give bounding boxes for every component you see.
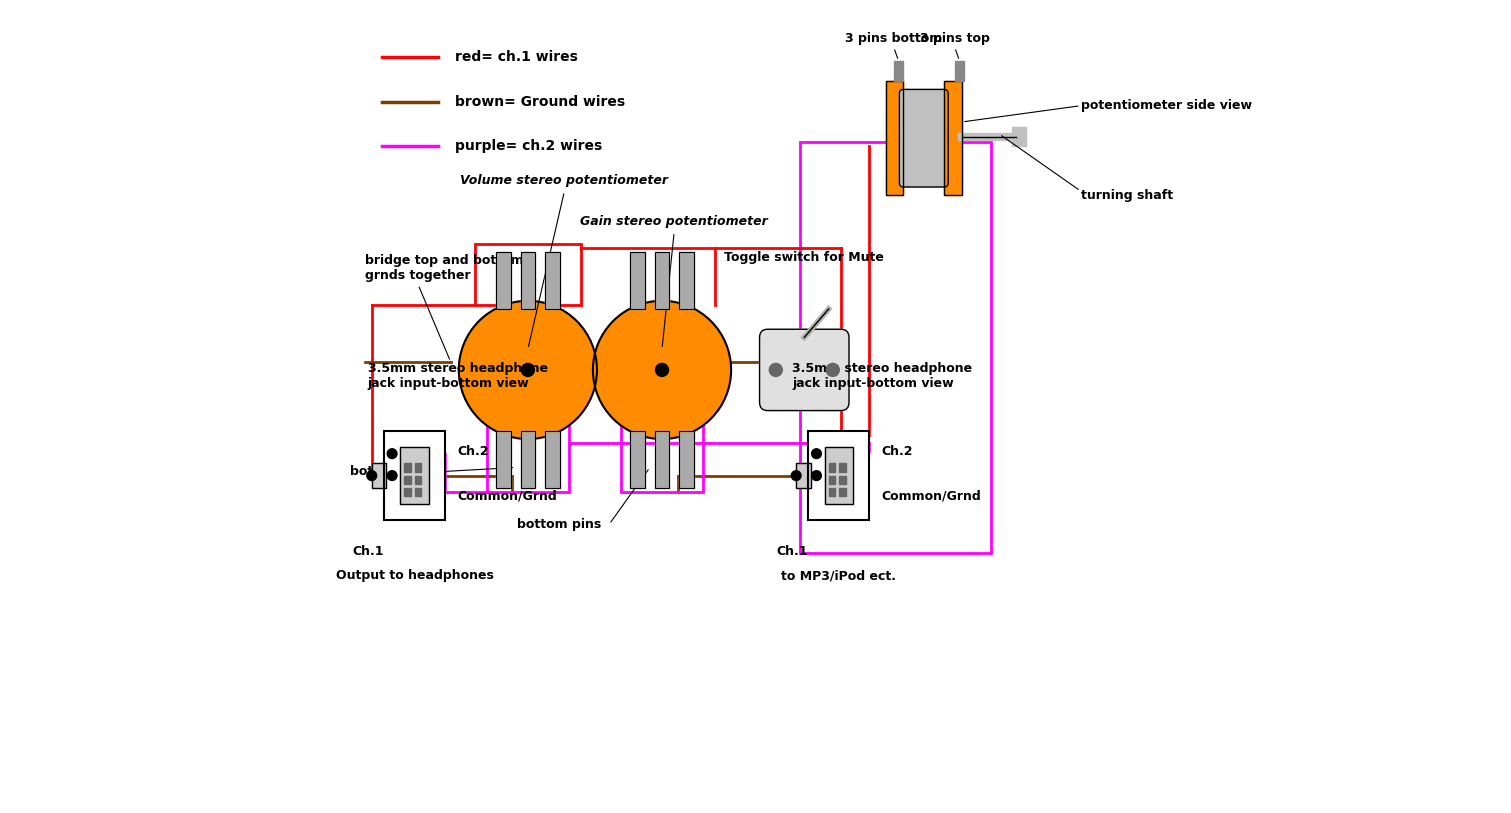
Circle shape [367,471,376,480]
Bar [630,431,645,488]
Circle shape [827,363,839,376]
FancyBboxPatch shape [899,89,949,187]
Bar [372,463,387,488]
Circle shape [811,471,822,480]
Text: 3.5mm stereo headphone
jack input-bottom view: 3.5mm stereo headphone jack input-bottom… [792,363,972,390]
Bar [678,252,694,309]
Circle shape [592,301,731,439]
Bar [521,252,535,309]
Bar [416,463,422,472]
Bar [885,81,904,195]
Text: red= ch.1 wires: red= ch.1 wires [455,50,577,64]
Bar [828,488,836,496]
Bar [405,488,411,496]
Bar [405,476,411,484]
Bar [416,476,422,484]
Bar [808,431,869,520]
Bar [801,142,991,553]
Text: 3 pins top: 3 pins top [920,32,990,45]
Circle shape [387,449,397,459]
Bar [372,463,387,488]
Text: bottom pins: bottom pins [351,465,434,478]
Bar [1011,127,1026,146]
Text: 3.5mm stereo headphone
jack input-bottom view: 3.5mm stereo headphone jack input-bottom… [367,363,548,390]
Bar [545,252,559,309]
Bar [796,463,811,488]
Bar [521,431,535,488]
Text: Volume stereo potentiometer: Volume stereo potentiometer [461,174,668,187]
Bar [678,431,694,488]
Bar [654,431,669,488]
Text: Gain stereo potentiometer: Gain stereo potentiometer [580,215,768,228]
Bar [839,488,846,496]
FancyBboxPatch shape [760,329,849,411]
Bar [796,463,811,488]
Circle shape [792,471,801,480]
Bar [496,252,511,309]
Bar [839,476,846,484]
Bar [678,252,694,309]
Circle shape [387,471,397,480]
Text: Toggle switch for Mute: Toggle switch for Mute [724,251,884,264]
Circle shape [656,363,668,376]
Text: to MP3/iPod ect.: to MP3/iPod ect. [781,569,896,582]
Bar [885,81,904,195]
Bar [893,61,904,81]
Text: Common/Grnd: Common/Grnd [458,489,558,502]
Bar [521,252,535,309]
Bar [654,252,669,309]
Text: turning shaft: turning shaft [1080,189,1173,202]
Bar [944,81,963,195]
Bar [825,447,854,504]
Bar [654,252,669,309]
Bar [808,431,869,520]
Text: Output to headphones: Output to headphones [335,569,494,582]
Bar [384,431,444,520]
Bar [496,252,511,309]
Text: potentiometer side view: potentiometer side view [1080,99,1251,112]
Text: Ch.2: Ch.2 [881,445,913,458]
Bar [405,463,411,472]
Bar [621,394,703,492]
Text: Ch.1: Ch.1 [777,545,808,558]
Bar [955,61,964,81]
Bar [400,447,429,504]
Bar [545,252,559,309]
Bar [521,431,535,488]
Bar [825,447,854,504]
Text: Ch.2: Ch.2 [458,445,488,458]
Text: Common/Grnd: Common/Grnd [881,489,981,502]
Circle shape [769,363,783,376]
Bar [474,244,580,305]
Bar [828,463,836,472]
Bar [828,476,836,484]
Bar [630,252,645,309]
Bar [654,431,669,488]
Bar [839,463,846,472]
Text: Ch.1: Ch.1 [352,545,384,558]
Text: bottom pins: bottom pins [517,518,601,531]
Bar [496,431,511,488]
Bar [416,488,422,496]
Circle shape [521,363,535,376]
Bar [384,431,444,520]
Text: bridge top and bottom
grnds together: bridge top and bottom grnds together [366,254,524,282]
Circle shape [459,301,597,439]
Bar [678,431,694,488]
Text: purple= ch.2 wires: purple= ch.2 wires [455,139,601,154]
Text: 3 pins bottom: 3 pins bottom [845,32,943,45]
Bar [545,431,559,488]
Bar [630,431,645,488]
Bar [400,447,429,504]
Bar [630,252,645,309]
Bar [545,431,559,488]
Bar [496,431,511,488]
Text: brown= Ground wires: brown= Ground wires [455,94,626,109]
Circle shape [811,449,822,459]
Bar [944,81,963,195]
Bar [487,394,568,492]
